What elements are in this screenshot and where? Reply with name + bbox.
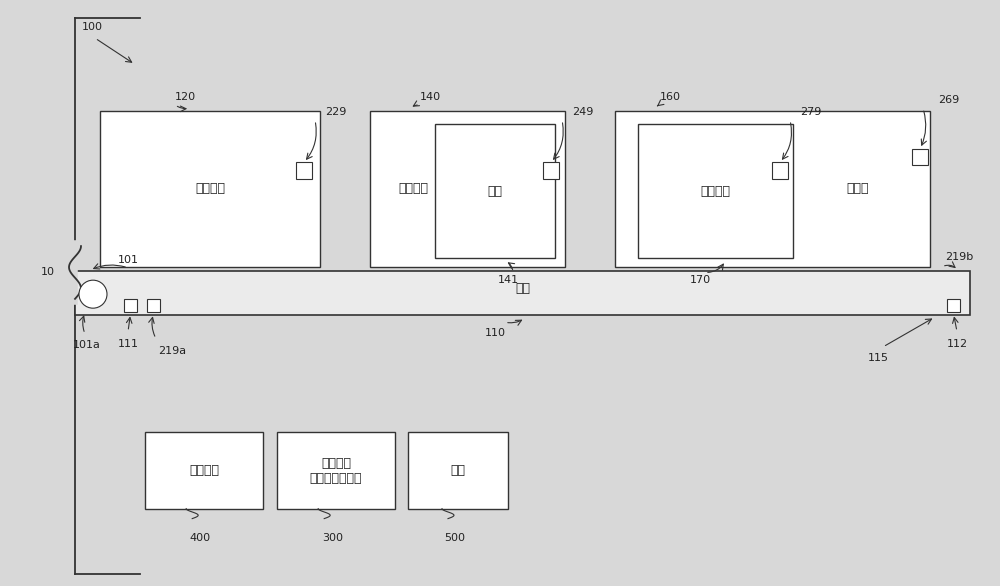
Text: 10: 10 [41, 267, 55, 278]
Bar [543, 162, 559, 179]
Bar [615, 111, 930, 267]
Text: 249: 249 [572, 107, 593, 117]
Text: 111: 111 [118, 339, 138, 349]
Text: 112: 112 [946, 339, 968, 349]
Ellipse shape [79, 280, 107, 308]
Text: 工具: 工具 [450, 464, 465, 477]
Text: 160: 160 [660, 92, 680, 102]
Text: 140: 140 [419, 92, 441, 102]
Bar [75, 271, 970, 315]
Bar [772, 162, 788, 179]
Bar [145, 432, 263, 509]
Bar [124, 299, 137, 312]
Text: 连杆: 连杆 [488, 185, 503, 197]
Bar [100, 111, 320, 267]
Text: 141: 141 [497, 275, 519, 285]
Text: 接入装置
（一个或多个）: 接入装置 （一个或多个） [310, 456, 362, 485]
Text: 喷合机制: 喷合机制 [700, 185, 730, 197]
Text: 110: 110 [484, 328, 506, 338]
Bar [947, 299, 960, 312]
Text: 170: 170 [689, 275, 711, 285]
Bar [147, 299, 160, 312]
Text: 成像设备: 成像设备 [189, 464, 219, 477]
Text: 120: 120 [174, 92, 196, 102]
Text: 219b: 219b [945, 252, 973, 262]
Text: 219a: 219a [158, 346, 186, 356]
Bar [277, 432, 395, 509]
Bar [638, 124, 793, 258]
Text: 269: 269 [938, 96, 959, 105]
Text: 279: 279 [800, 107, 821, 117]
Text: 植入物: 植入物 [846, 182, 869, 196]
Text: 101: 101 [118, 255, 139, 265]
Text: 100: 100 [82, 22, 103, 32]
Bar [435, 124, 555, 258]
Text: 115: 115 [868, 353, 889, 363]
Bar [408, 432, 508, 509]
Text: 500: 500 [444, 533, 466, 543]
Bar [296, 162, 312, 179]
Text: 229: 229 [325, 107, 346, 117]
Bar [370, 111, 565, 267]
Text: 释放机制: 释放机制 [398, 182, 428, 196]
Text: 轴体: 轴体 [515, 282, 530, 295]
Bar [912, 149, 928, 165]
Text: 101a: 101a [73, 340, 101, 350]
Text: 400: 400 [189, 533, 211, 543]
Text: 300: 300 [322, 533, 344, 543]
Text: 控制机制: 控制机制 [195, 182, 225, 196]
